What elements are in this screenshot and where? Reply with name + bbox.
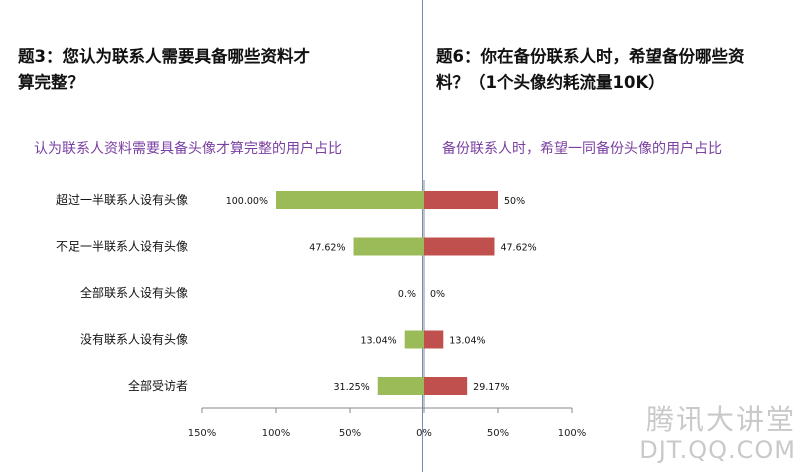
watermark-url: DJT.QQ.COM bbox=[639, 436, 796, 464]
x-tick-label: 100% bbox=[262, 428, 291, 439]
data-label-right: 47.62% bbox=[500, 243, 536, 254]
question-6-title-line-1: 题6：你在备份联系人时，希望备份哪些资 bbox=[436, 47, 745, 66]
question-3-title: 题3：您认为联系人需要具备哪些资料才 算完整？ bbox=[18, 44, 413, 96]
category-label: 全部联系人设有头像 bbox=[80, 285, 188, 300]
question-3-title-line-1: 题3：您认为联系人需要具备哪些资料才 bbox=[18, 47, 310, 66]
bar-left bbox=[353, 237, 424, 256]
question-6-title: 题6：你在备份联系人时，希望备份哪些资 料？（1个头像约耗流量10K） bbox=[436, 44, 808, 96]
bar-left bbox=[276, 191, 424, 209]
data-label-right: 13.04% bbox=[449, 336, 485, 347]
data-label-left: 100.00% bbox=[226, 196, 268, 207]
watermark-logo-text: 腾讯大讲堂 bbox=[645, 403, 796, 436]
question-3-subtitle: 认为联系人资料需要具备头像才算完整的用户占比 bbox=[34, 141, 342, 157]
data-label-right: 0% bbox=[430, 289, 445, 300]
panel-divider bbox=[422, 0, 423, 472]
category-label: 超过一半联系人设有头像 bbox=[56, 192, 188, 207]
data-label-left: 31.25% bbox=[334, 382, 370, 393]
bar-right bbox=[424, 237, 495, 256]
question-6-title-line-2: 料？（1个头像约耗流量10K） bbox=[436, 73, 665, 92]
data-label-right: 50% bbox=[504, 196, 525, 207]
category-label: 没有联系人设有头像 bbox=[80, 332, 188, 347]
x-tick-label: 150% bbox=[188, 428, 217, 439]
x-tick-label: 0% bbox=[416, 428, 432, 439]
data-label-left: 0.% bbox=[398, 289, 416, 300]
bar-right bbox=[424, 377, 468, 395]
question-6-subtitle: 备份联系人时，希望一同备份头像的用户占比 bbox=[442, 141, 722, 157]
bar-left bbox=[377, 377, 424, 395]
data-label-right: 29.17% bbox=[473, 382, 509, 393]
question-3-title-line-2: 算完整？ bbox=[18, 73, 84, 92]
bar-right bbox=[424, 330, 444, 349]
bar-right bbox=[424, 191, 498, 209]
bar-left bbox=[404, 330, 424, 349]
x-tick-label: 50% bbox=[339, 428, 361, 439]
category-label: 不足一半联系人设有头像 bbox=[56, 240, 188, 254]
x-tick-label: 50% bbox=[487, 428, 509, 439]
data-label-left: 13.04% bbox=[360, 336, 396, 347]
data-label-left: 47.62% bbox=[309, 243, 345, 254]
x-tick-label: 100% bbox=[558, 428, 587, 439]
category-label: 全部受访者 bbox=[128, 378, 188, 393]
